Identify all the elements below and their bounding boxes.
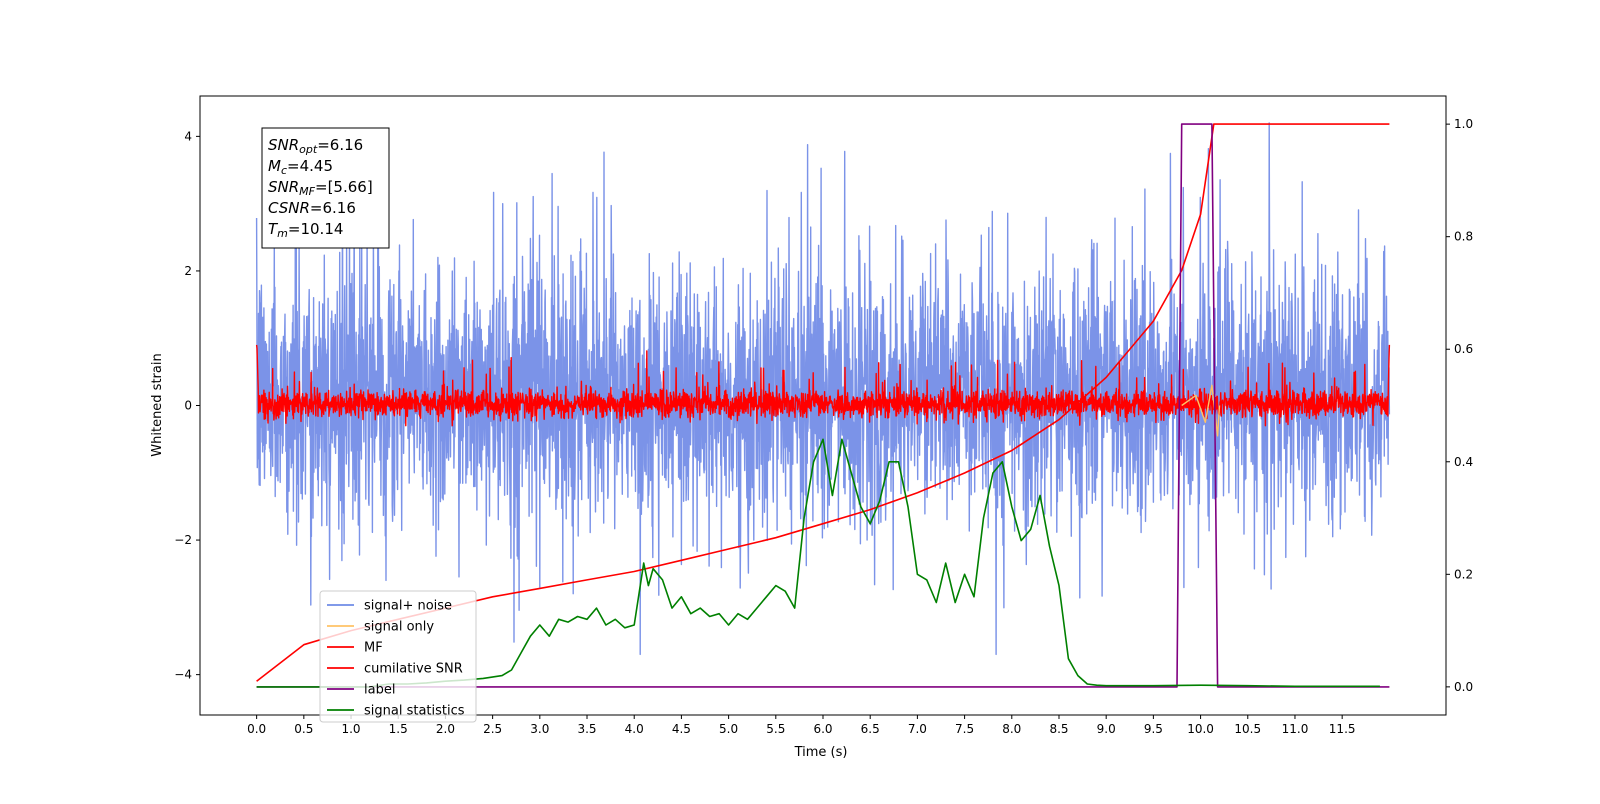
series-signal-noise xyxy=(255,122,1391,656)
x-tick-label: 5.5 xyxy=(766,722,785,736)
x-tick-label: 9.0 xyxy=(1097,722,1116,736)
y-right-tick-label: 0.0 xyxy=(1454,680,1473,694)
annotation-line: SNRMF=[5.66] xyxy=(268,178,373,198)
x-tick-label: 0.0 xyxy=(247,722,266,736)
annotation-line: Tm=10.14 xyxy=(268,220,343,240)
x-tick-label: 10.5 xyxy=(1234,722,1261,736)
x-axis-label: Time (s) xyxy=(794,745,848,760)
legend: signal+ noise signal only MF cumilative SNR… xyxy=(319,590,477,723)
y-left-tick-label: 2 xyxy=(184,264,192,278)
annotation-frame xyxy=(261,127,390,249)
legend-label: label xyxy=(364,683,395,698)
x-tick-label: 1.5 xyxy=(389,722,408,736)
annotation-line: CSNR=6.16 xyxy=(268,199,356,217)
x-tick-label: 11.0 xyxy=(1282,722,1309,736)
legend-label: signal only xyxy=(364,620,434,635)
y-left-tick-label: −2 xyxy=(174,533,192,547)
x-tick-label: 10.0 xyxy=(1187,722,1214,736)
y-axis-left: 4 2 0 −2 −4 xyxy=(174,129,200,682)
series-signal-only xyxy=(1181,384,1221,437)
y-right-tick-label: 0.2 xyxy=(1454,567,1473,581)
x-tick-label: 1.0 xyxy=(341,722,360,736)
legend-label: MF xyxy=(364,641,383,656)
y-right-tick-label: 0.8 xyxy=(1454,230,1473,244)
series-signal-statistics xyxy=(256,438,1380,688)
annotation-line: SNRopt=6.16 xyxy=(268,136,363,156)
x-tick-label: 0.5 xyxy=(294,722,313,736)
y-right-tick-label: 1.0 xyxy=(1454,117,1473,131)
x-tick-label: 11.5 xyxy=(1329,722,1356,736)
annotation-line: Mc=4.45 xyxy=(268,157,333,177)
legend-label: cumilative SNR xyxy=(364,662,463,677)
x-tick-label: 3.5 xyxy=(577,722,596,736)
y-left-tick-label: 0 xyxy=(184,399,192,413)
y-right-tick-label: 0.4 xyxy=(1454,455,1473,469)
x-tick-label: 6.0 xyxy=(813,722,832,736)
y-axis-label: Whitened strain xyxy=(150,353,165,456)
legend-frame xyxy=(319,590,477,723)
x-tick-label: 7.0 xyxy=(908,722,927,736)
legend-label: signal+ noise xyxy=(364,599,452,614)
x-tick-label: 8.0 xyxy=(1002,722,1021,736)
x-tick-label: 2.5 xyxy=(483,722,502,736)
x-tick-label: 3.0 xyxy=(530,722,549,736)
y-left-tick-label: 4 xyxy=(184,129,192,143)
x-tick-label: 4.0 xyxy=(625,722,644,736)
y-left-tick-label: −4 xyxy=(174,668,192,682)
x-tick-label: 8.5 xyxy=(1049,722,1068,736)
x-tick-label: 6.5 xyxy=(861,722,880,736)
x-tick-label: 4.5 xyxy=(672,722,691,736)
y-axis-right: 1.0 0.8 0.6 0.4 0.2 0.0 xyxy=(1446,117,1473,694)
x-tick-label: 2.0 xyxy=(436,722,455,736)
x-tick-label: 9.5 xyxy=(1144,722,1163,736)
y-right-tick-label: 0.6 xyxy=(1454,342,1473,356)
series-label xyxy=(256,123,1390,688)
legend-label: signal statistics xyxy=(364,704,465,719)
x-axis: 0.0 0.5 1.0 1.5 2.0 2.5 3.0 3.5 4.0 4.5 5.0 5.5 6.0 6… xyxy=(247,715,1356,736)
x-tick-label: 5.0 xyxy=(719,722,738,736)
x-tick-label: 7.5 xyxy=(955,722,974,736)
